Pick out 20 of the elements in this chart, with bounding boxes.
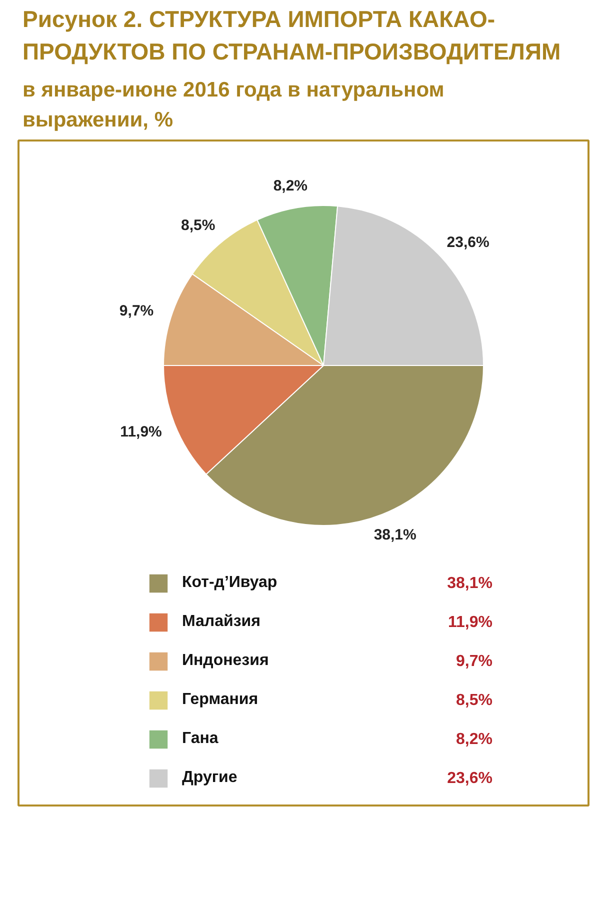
text: 11,9% [448, 614, 492, 631]
data-label: 11,9% [120, 423, 162, 440]
text: 9,7% [456, 653, 492, 670]
data-label: 38,1% [374, 526, 416, 544]
data-label: 8,5% [180, 217, 216, 234]
legend-label: Кот-д’Ивуар [182, 573, 278, 593]
text: 8,2% [456, 731, 492, 748]
legend-label: Малайзия [182, 612, 260, 632]
legend-label: Другие [182, 768, 238, 788]
chart-subtitle: в январе-июне 2016 года в натуральном выражении, % [22, 78, 444, 132]
legend-label: Индонезия [182, 651, 269, 671]
chart-title: Рисунок 2. СТРУКТУРА ИМПОРТА КАКАО-ПРОДУКТОВ ПО СТРАНАМ-ПРОИЗВОДИТЕЛЯМ [22, 6, 561, 64]
legend-label: Германия [182, 690, 258, 710]
text: 23,6% [447, 770, 493, 787]
data-label: 8,2% [273, 178, 308, 195]
legend-label: Гана [182, 729, 218, 749]
data-label: 9,7% [119, 302, 154, 320]
text: 8,5% [456, 692, 492, 709]
data-label: 23,6% [446, 234, 490, 252]
text: 38,1% [447, 575, 493, 592]
